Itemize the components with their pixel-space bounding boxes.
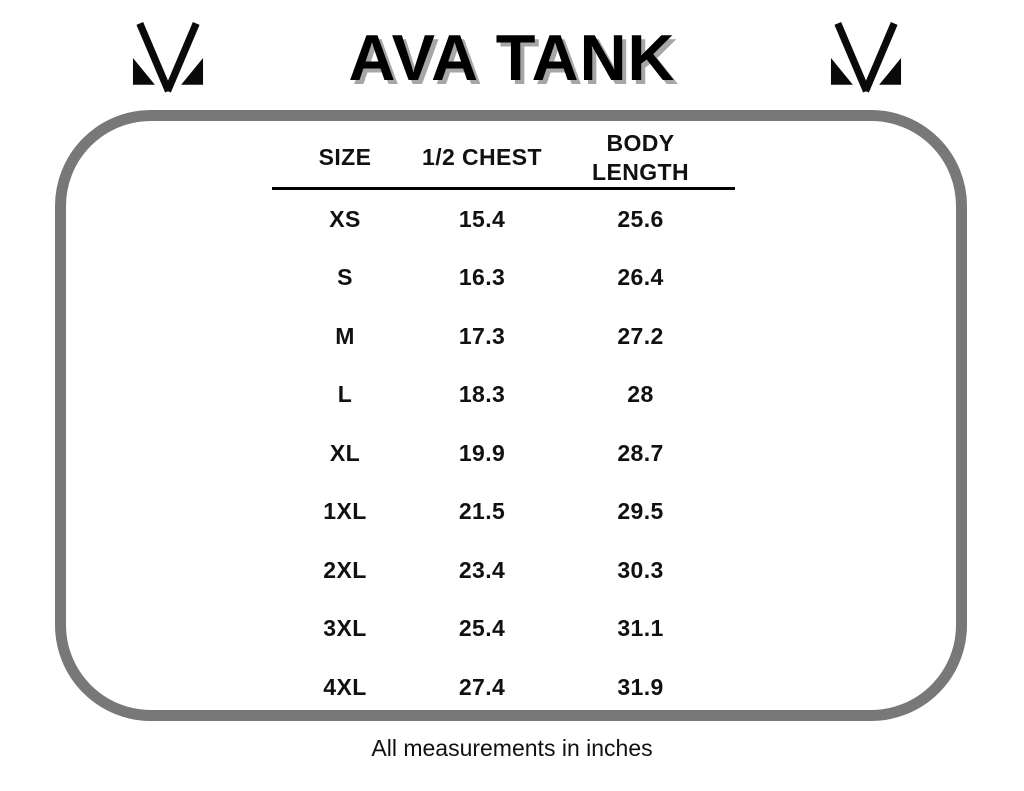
column-header-chest: 1/2 CHEST <box>418 128 546 190</box>
table-row: 2XL 23.4 30.3 <box>272 541 735 600</box>
chest-cell: 16.3 <box>458 264 506 291</box>
table-header: SIZE 1/2 CHEST BODY LENGTH <box>272 128 735 190</box>
length-cell: 27.2 <box>617 322 664 349</box>
length-cell: 26.4 <box>617 264 664 291</box>
size-cell: 2XL <box>323 556 367 583</box>
page-title: AVA TANK <box>348 21 676 94</box>
length-cell: 28 <box>627 381 654 408</box>
length-cell: 28.7 <box>617 439 664 466</box>
column-header-body-length: BODY LENGTH <box>546 128 735 190</box>
table-row: XS 15.4 25.6 <box>272 189 735 249</box>
table-row: 1XL 21.5 29.5 <box>272 483 735 542</box>
size-cell: M <box>335 322 355 349</box>
table-row: L 18.3 28 <box>272 366 735 425</box>
size-cell: 4XL <box>323 673 367 700</box>
footnote: All measurements in inches <box>371 735 653 761</box>
column-header-size: SIZE <box>272 128 418 190</box>
table-row: S 16.3 26.4 <box>272 249 735 308</box>
mv-logo-icon <box>828 22 904 94</box>
column-header-body-length-label: BODY LENGTH <box>592 130 689 185</box>
chest-cell: 27.4 <box>458 673 506 700</box>
length-cell: 31.9 <box>617 673 664 700</box>
mv-logo-icon <box>130 22 206 94</box>
column-header-size-label: SIZE <box>318 144 372 171</box>
size-cell: S <box>337 264 353 291</box>
length-cell: 29.5 <box>617 498 664 525</box>
size-cell: XL <box>329 439 361 466</box>
table-row: M 17.3 27.2 <box>272 307 735 366</box>
chest-cell: 18.3 <box>458 381 506 408</box>
chest-cell: 21.5 <box>458 498 506 525</box>
table-body: XS 15.4 25.6 S 16.3 26.4 M 17.3 27.2 L 1… <box>272 189 735 717</box>
table-row: 3XL 25.4 31.1 <box>272 600 735 659</box>
size-chart-table: SIZE 1/2 CHEST BODY LENGTH XS 15.4 25.6 … <box>272 128 735 717</box>
chest-cell: 23.4 <box>458 556 506 583</box>
chest-cell: 19.9 <box>458 439 506 466</box>
table-row: 4XL 27.4 31.9 <box>272 658 735 717</box>
size-cell: XS <box>329 205 361 232</box>
length-cell: 31.1 <box>617 615 664 642</box>
chest-cell: 25.4 <box>458 615 506 642</box>
chest-cell: 17.3 <box>458 322 506 349</box>
size-cell: 3XL <box>323 615 367 642</box>
table-row: XL 19.9 28.7 <box>272 424 735 483</box>
length-cell: 30.3 <box>617 556 664 583</box>
size-cell: L <box>337 381 353 408</box>
length-cell: 25.6 <box>617 205 664 232</box>
chest-cell: 15.4 <box>458 205 506 232</box>
header-row: SIZE 1/2 CHEST BODY LENGTH <box>272 128 735 190</box>
size-cell: 1XL <box>323 498 367 525</box>
size-chart-frame <box>55 110 967 721</box>
column-header-chest-label: 1/2 CHEST <box>422 144 542 171</box>
